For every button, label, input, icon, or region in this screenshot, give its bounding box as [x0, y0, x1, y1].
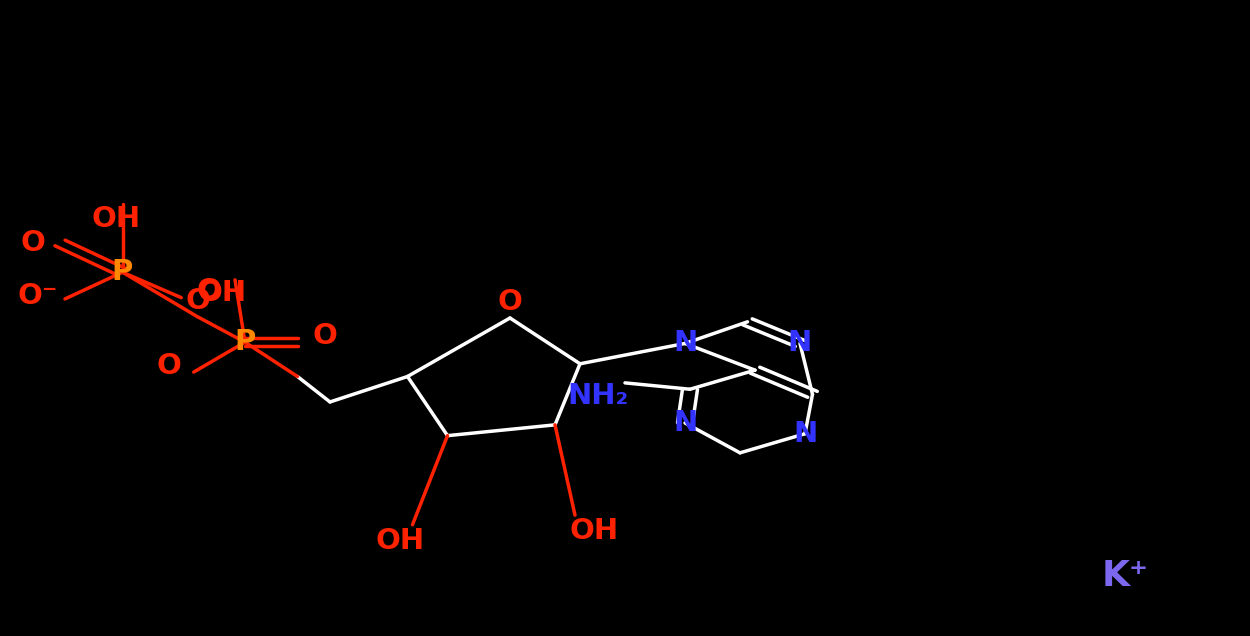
- Text: O: O: [196, 277, 221, 305]
- Text: O⁻: O⁻: [18, 282, 58, 310]
- Text: OH: OH: [198, 279, 248, 307]
- Text: O: O: [185, 287, 210, 315]
- Text: OH: OH: [91, 205, 141, 233]
- Text: O: O: [156, 352, 181, 380]
- Text: O: O: [498, 288, 522, 316]
- Text: N: N: [792, 420, 818, 448]
- Text: NH₂: NH₂: [568, 382, 629, 410]
- Text: N: N: [788, 329, 812, 357]
- Text: P: P: [111, 258, 134, 286]
- Text: O: O: [312, 322, 338, 350]
- Text: O: O: [20, 229, 45, 257]
- Text: N: N: [672, 409, 698, 437]
- Text: P: P: [234, 328, 256, 356]
- Text: OH: OH: [569, 517, 619, 545]
- Text: OH: OH: [375, 527, 425, 555]
- Text: K⁺: K⁺: [1101, 558, 1149, 593]
- Text: N: N: [672, 329, 698, 357]
